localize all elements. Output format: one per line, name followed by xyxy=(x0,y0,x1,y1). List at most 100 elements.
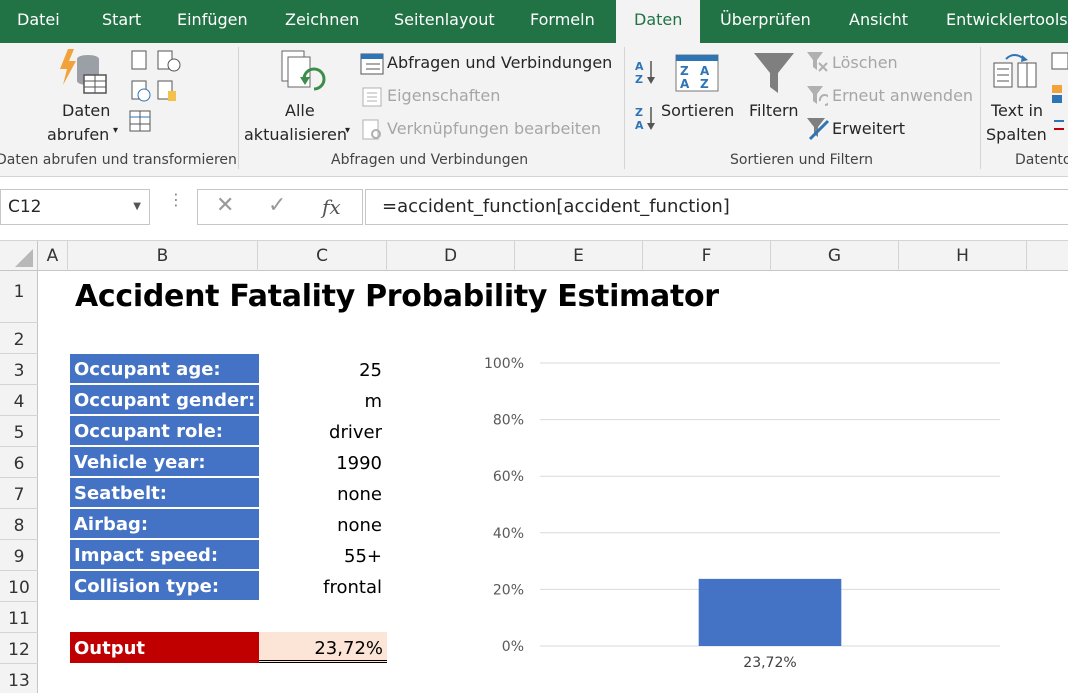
refresh-icon xyxy=(281,50,326,91)
sort-descending-icon[interactable]: Z A xyxy=(634,105,658,131)
input-value-impact-speed[interactable]: 55+ xyxy=(344,546,382,567)
row-header[interactable]: 7 xyxy=(0,478,38,509)
resize-handle-icon[interactable]: ⋮ xyxy=(168,190,184,209)
data-tools-icons[interactable] xyxy=(1050,51,1068,135)
input-value-gender[interactable]: m xyxy=(364,391,382,412)
column-header-h[interactable]: H xyxy=(899,241,1027,271)
row-header[interactable]: 13 xyxy=(0,664,38,693)
sort-ascending-icon[interactable]: A Z xyxy=(634,59,658,85)
row-header[interactable]: 10 xyxy=(0,571,38,602)
svg-text:A: A xyxy=(700,64,710,78)
name-box[interactable]: C12 ▼ xyxy=(0,189,150,225)
column-header-b[interactable]: B xyxy=(68,241,258,271)
svg-text:A: A xyxy=(635,119,644,131)
bar-data-label: 23,72% xyxy=(743,655,796,671)
tab-ansicht[interactable]: Ansicht xyxy=(849,10,909,29)
row-header[interactable]: 4 xyxy=(0,385,38,416)
formula-buttons: ✕ ✓ fx xyxy=(197,189,363,225)
clear-filter-label: Löschen xyxy=(832,53,898,72)
tab-entwicklertools[interactable]: Entwicklertools xyxy=(946,10,1068,29)
svg-text:A: A xyxy=(680,77,690,91)
row-header[interactable]: 6 xyxy=(0,447,38,478)
tab-einfuegen[interactable]: Einfügen xyxy=(177,10,248,29)
group-separator xyxy=(980,47,981,169)
input-label-impact-speed[interactable]: Impact speed: xyxy=(70,540,259,570)
insert-function-icon[interactable]: fx xyxy=(322,195,341,219)
tab-daten[interactable]: Daten xyxy=(616,0,701,43)
input-value-age[interactable]: 25 xyxy=(359,360,382,381)
tab-start[interactable]: Start xyxy=(102,10,142,29)
group-label-data-tools: Datento xyxy=(1015,152,1068,168)
refresh-label-1: Alle xyxy=(285,101,315,120)
formula-input[interactable]: =accident_function[accident_function] xyxy=(365,189,1068,225)
text-to-columns-icon xyxy=(993,54,1037,88)
edit-links-label: Verknüpfungen bearbeiten xyxy=(387,119,602,138)
output-label[interactable]: Output xyxy=(70,632,259,663)
row-header[interactable]: 12 xyxy=(0,633,38,664)
output-value-cell[interactable]: 23,72% xyxy=(259,632,387,663)
queries-connections-icon xyxy=(360,53,384,75)
row-header[interactable]: 11 xyxy=(0,602,38,633)
input-label-age[interactable]: Occupant age: xyxy=(70,354,259,384)
svg-text:A: A xyxy=(635,60,644,73)
row-header[interactable]: 9 xyxy=(0,540,38,571)
cancel-icon[interactable]: ✕ xyxy=(216,193,235,218)
column-header-g[interactable]: G xyxy=(771,241,899,271)
input-value-airbag[interactable]: none xyxy=(337,515,382,536)
row-header[interactable]: 5 xyxy=(0,416,38,447)
tab-ueberpruefen[interactable]: Überprüfen xyxy=(720,10,811,29)
row-headers: 1 2 3 4 5 6 7 8 9 10 11 12 13 xyxy=(0,271,38,693)
fatality-probability-chart[interactable]: 0% 20% 40% 60% 80% 100% 23,72% xyxy=(470,340,1030,680)
input-label-gender[interactable]: Occupant gender: xyxy=(70,385,259,415)
chevron-down-icon: ▾ xyxy=(113,125,119,136)
column-headers: A B C D E F G H xyxy=(0,241,1068,271)
get-data-label-2: abrufen xyxy=(47,125,110,144)
input-label-airbag[interactable]: Airbag: xyxy=(70,509,259,539)
tab-datei[interactable]: Datei xyxy=(17,10,60,29)
row-header[interactable]: 1 xyxy=(0,271,38,323)
worksheet[interactable]: Accident Fatality Probability Estimator … xyxy=(39,271,1068,693)
formula-bar: C12 ▼ ⋮ ✕ ✓ fx =accident_function[accide… xyxy=(0,177,1068,241)
group-label-queries: Abfragen und Verbindungen xyxy=(331,152,529,168)
text-to-columns-label-1: Text in xyxy=(991,101,1044,120)
sheet-title[interactable]: Accident Fatality Probability Estimator xyxy=(75,279,719,314)
input-value-vehicle-year[interactable]: 1990 xyxy=(336,453,382,474)
y-tick-label: 60% xyxy=(493,469,524,485)
tab-seitenlayout[interactable]: Seitenlayout xyxy=(394,10,495,29)
input-label-seatbelt[interactable]: Seatbelt: xyxy=(70,478,259,508)
chart-bar[interactable] xyxy=(698,578,842,646)
svg-text:Z: Z xyxy=(680,64,689,78)
chevron-down-icon[interactable]: ▼ xyxy=(133,201,141,212)
column-header-d[interactable]: D xyxy=(387,241,515,271)
input-label-role[interactable]: Occupant role: xyxy=(70,416,259,446)
data-source-icons[interactable] xyxy=(128,49,184,137)
reapply-icon xyxy=(807,86,828,106)
column-header-f[interactable]: F xyxy=(643,241,771,271)
row-header[interactable]: 3 xyxy=(0,354,38,385)
y-tick-label: 80% xyxy=(493,413,524,429)
column-header-e[interactable]: E xyxy=(515,241,643,271)
svg-text:Z: Z xyxy=(700,77,709,91)
group-separator xyxy=(624,47,625,169)
group-separator xyxy=(238,47,239,169)
tab-zeichnen[interactable]: Zeichnen xyxy=(285,10,360,29)
y-tick-label: 40% xyxy=(493,526,524,542)
tab-formeln[interactable]: Formeln xyxy=(530,10,595,29)
enter-icon[interactable]: ✓ xyxy=(268,193,287,218)
refresh-label-2: aktualisieren xyxy=(244,125,348,144)
input-value-collision-type[interactable]: frontal xyxy=(323,577,382,598)
input-value-seatbelt[interactable]: none xyxy=(337,484,382,505)
svg-text:Z: Z xyxy=(635,106,643,119)
select-all-button[interactable] xyxy=(0,241,38,271)
ribbon-tab-bar: Datei Start Einfügen Zeichnen Seitenlayo… xyxy=(0,0,1068,43)
column-header-a[interactable]: A xyxy=(38,241,68,271)
row-header[interactable]: 2 xyxy=(0,323,38,354)
input-label-vehicle-year[interactable]: Vehicle year: xyxy=(70,447,259,477)
get-data-icon xyxy=(60,49,107,94)
input-label-collision-type[interactable]: Collision type: xyxy=(70,571,259,601)
input-value-role[interactable]: driver xyxy=(329,422,382,443)
column-header-c[interactable]: C xyxy=(258,241,387,271)
row-header[interactable]: 8 xyxy=(0,509,38,540)
filter-label: Filtern xyxy=(749,101,799,120)
